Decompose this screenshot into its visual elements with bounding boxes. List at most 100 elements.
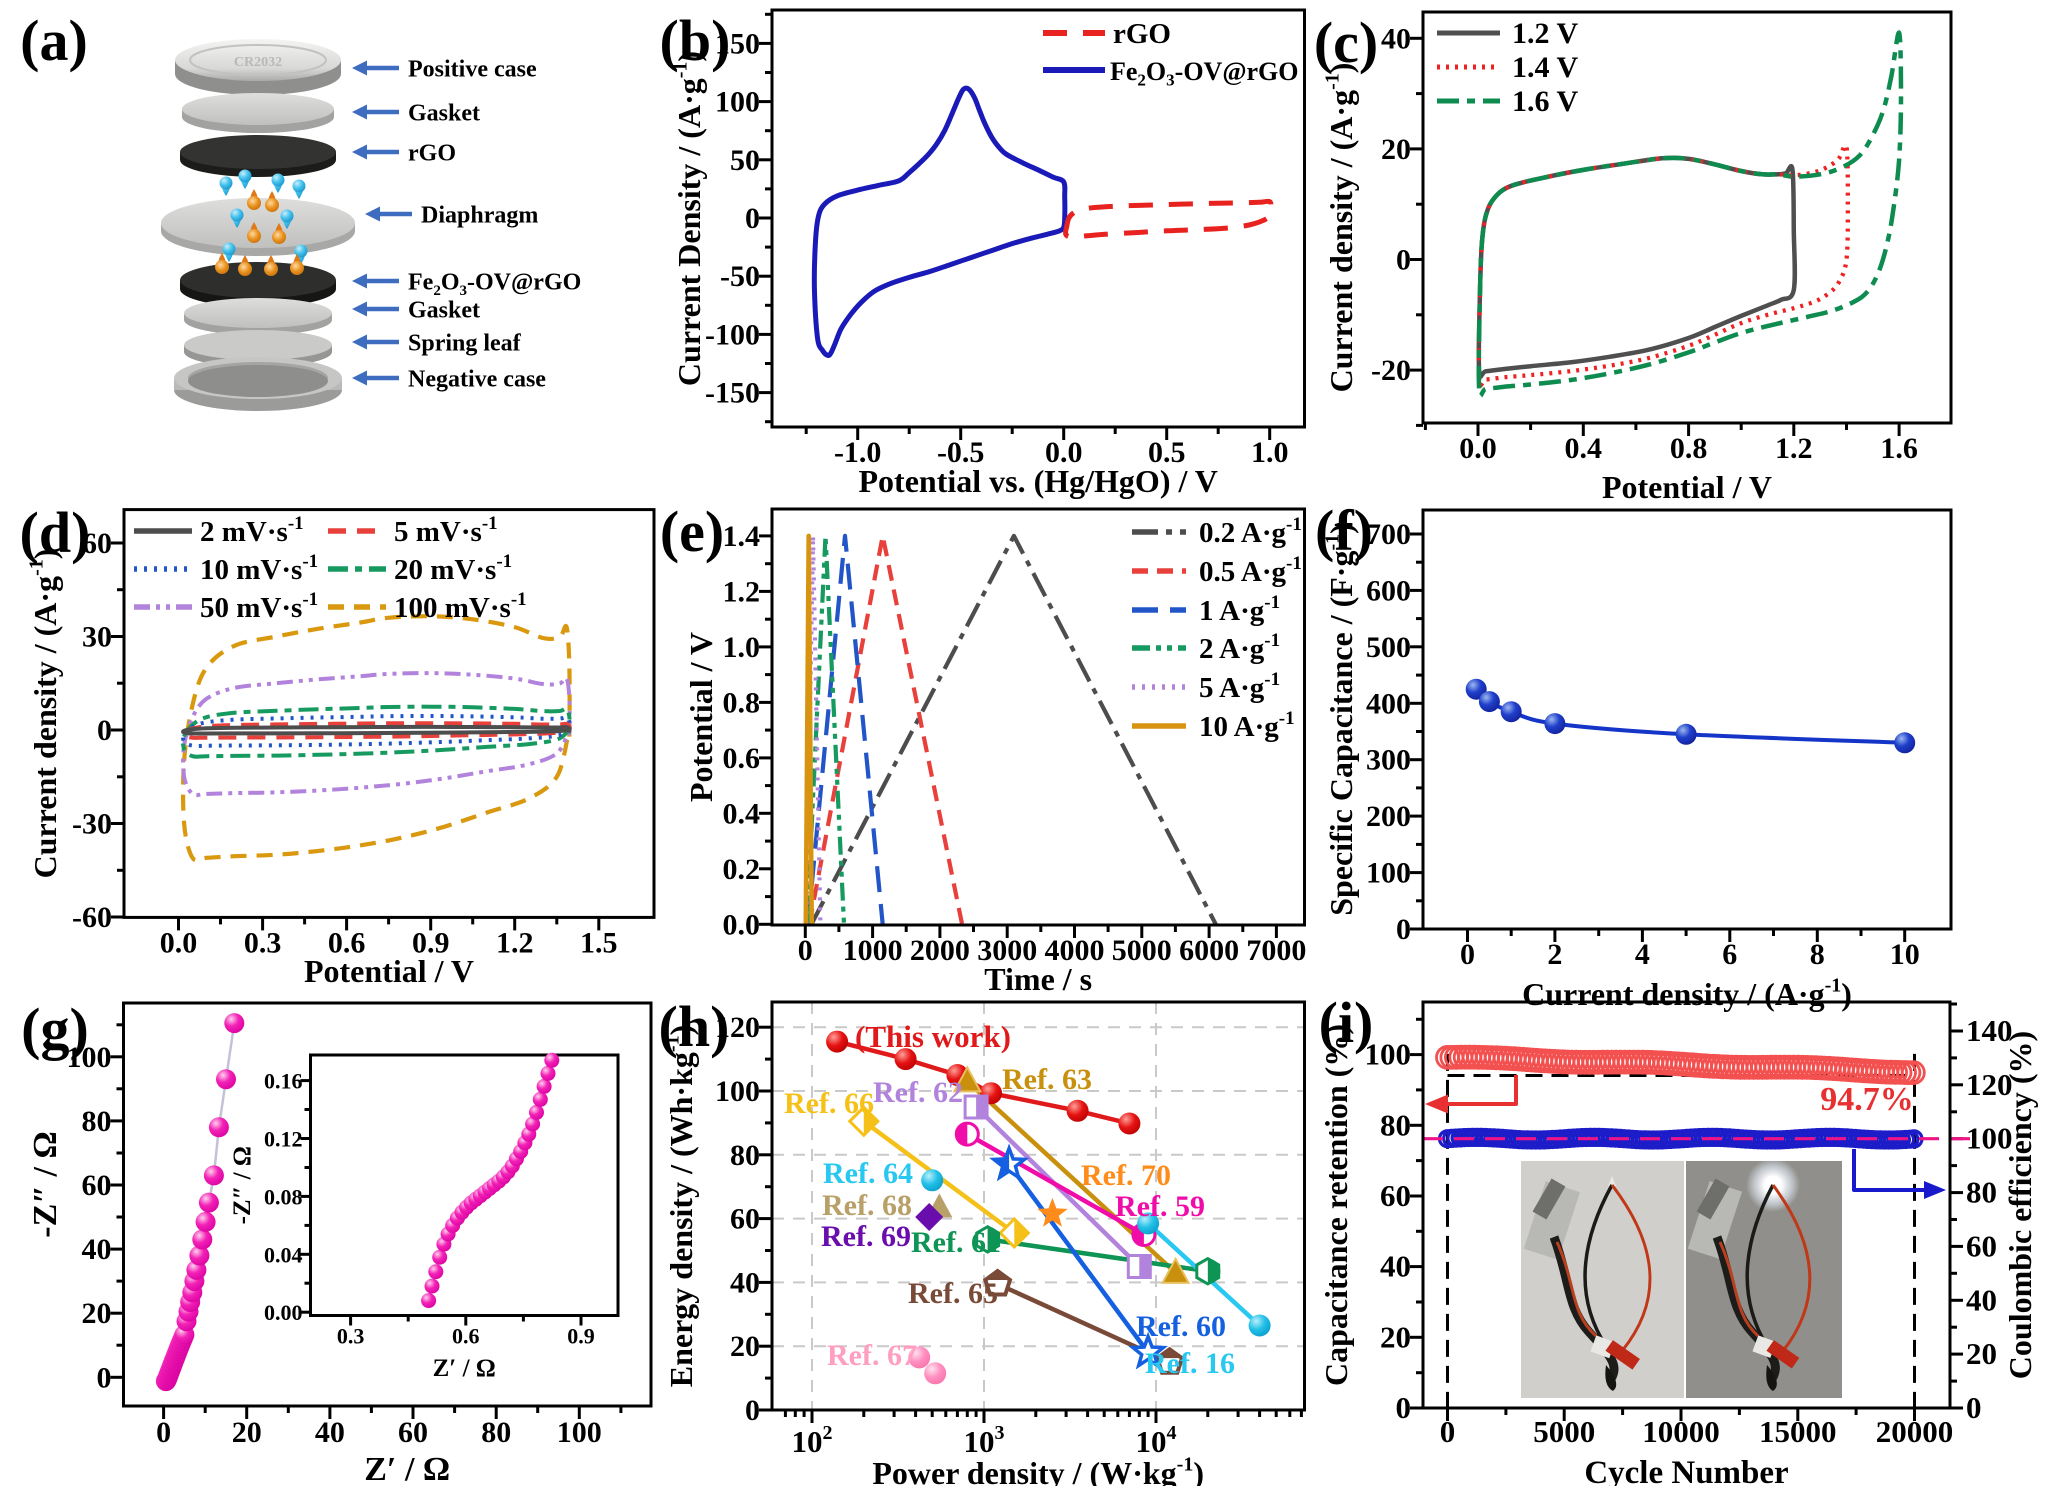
svg-text:Current density / (A·g-1): Current density / (A·g-1) (1322, 63, 1359, 393)
svg-text:300: 300 (1366, 744, 1411, 777)
svg-text:2: 2 (1547, 938, 1562, 971)
svg-text:40: 40 (1966, 1282, 1997, 1317)
svg-text:0.6: 0.6 (723, 742, 761, 775)
svg-text:Ref. 69: Ref. 69 (821, 1220, 911, 1253)
svg-text:0.3: 0.3 (244, 926, 282, 959)
svg-text:0.9: 0.9 (412, 926, 450, 959)
svg-text:40: 40 (730, 1266, 760, 1299)
svg-text:1.2: 1.2 (496, 926, 534, 959)
svg-text:7000: 7000 (1246, 934, 1306, 967)
svg-text:100: 100 (715, 1075, 760, 1108)
svg-text:6: 6 (1722, 938, 1737, 971)
svg-text:-150: -150 (705, 377, 760, 410)
svg-text:rGO: rGO (408, 141, 456, 167)
svg-text:80: 80 (730, 1139, 760, 1172)
svg-text:Ref. 62: Ref. 62 (873, 1076, 963, 1109)
svg-text:60: 60 (730, 1203, 760, 1236)
svg-text:Potential / V: Potential / V (304, 953, 474, 989)
svg-text:(This work): (This work) (855, 1019, 1011, 1054)
svg-text:80: 80 (1380, 1107, 1411, 1142)
svg-text:0.5 A·g-1: 0.5 A·g-1 (1199, 553, 1302, 588)
svg-text:5000: 5000 (1533, 1414, 1595, 1449)
svg-text:0: 0 (745, 1394, 760, 1427)
svg-text:Ref. 63: Ref. 63 (1002, 1063, 1092, 1096)
svg-text:500: 500 (1366, 631, 1411, 664)
svg-text:10: 10 (1890, 938, 1920, 971)
svg-text:0.0: 0.0 (1459, 432, 1497, 465)
svg-text:60: 60 (1966, 1228, 1997, 1263)
svg-text:Ref. 61: Ref. 61 (911, 1226, 1001, 1259)
svg-text:6000: 6000 (1179, 934, 1239, 967)
svg-text:Ref. 68: Ref. 68 (822, 1189, 912, 1222)
svg-text:Capacitance retention (%): Capacitance retention (%) (1318, 1024, 1354, 1386)
svg-text:3000: 3000 (977, 934, 1037, 967)
svg-text:0.04: 0.04 (264, 1242, 303, 1267)
svg-text:Power density / (W·kg-1): Power density / (W·kg-1) (872, 1454, 1204, 1486)
svg-text:0.4: 0.4 (1565, 432, 1603, 465)
svg-text:10 mV·s-1: 10 mV·s-1 (200, 551, 318, 586)
svg-text:Ref. 60: Ref. 60 (1136, 1310, 1226, 1343)
svg-text:0.00: 0.00 (264, 1300, 303, 1325)
svg-text:10000: 10000 (1642, 1414, 1720, 1449)
svg-text:Fe2O3-OV@rGO: Fe2O3-OV@rGO (1110, 57, 1299, 90)
svg-text:20: 20 (730, 1330, 760, 1363)
svg-text:700: 700 (1366, 518, 1411, 551)
svg-text:0.08: 0.08 (264, 1184, 303, 1209)
svg-text:15000: 15000 (1759, 1414, 1837, 1449)
svg-text:1.5: 1.5 (580, 926, 618, 959)
svg-text:60: 60 (82, 1169, 112, 1202)
svg-text:100 mV·s-1: 100 mV·s-1 (394, 589, 527, 624)
svg-text:0.6: 0.6 (452, 1324, 480, 1349)
svg-text:Ref. 16: Ref. 16 (1145, 1347, 1235, 1380)
svg-text:(f): (f) (1315, 498, 1373, 563)
svg-text:Potential / V: Potential / V (683, 632, 719, 802)
svg-text:0.2: 0.2 (723, 853, 761, 886)
svg-text:Current density / (A·g-1): Current density / (A·g-1) (26, 549, 63, 879)
svg-text:400: 400 (1366, 687, 1411, 720)
svg-text:(b): (b) (660, 8, 731, 73)
svg-text:Current Density / (A·g-1): Current Density / (A·g-1) (670, 51, 707, 386)
svg-text:2 A·g-1: 2 A·g-1 (1199, 630, 1280, 665)
svg-text:Ref. 65: Ref. 65 (908, 1277, 998, 1310)
svg-text:Ref. 59: Ref. 59 (1115, 1190, 1205, 1223)
svg-text:Diaphragm: Diaphragm (421, 203, 538, 229)
svg-text:60: 60 (1380, 1178, 1411, 1213)
svg-text:(i): (i) (1319, 990, 1374, 1055)
svg-text:5000: 5000 (1112, 934, 1172, 967)
svg-text:1.4 V: 1.4 V (1512, 51, 1578, 84)
svg-text:20: 20 (1380, 1319, 1411, 1354)
svg-text:20000: 20000 (1876, 1414, 1954, 1449)
svg-text:0.5: 0.5 (1148, 436, 1186, 469)
svg-text:0.6: 0.6 (328, 926, 366, 959)
svg-text:-20: -20 (1371, 354, 1411, 387)
svg-text:-60: -60 (72, 901, 112, 934)
svg-text:4: 4 (1635, 938, 1650, 971)
svg-text:0: 0 (97, 1361, 112, 1394)
svg-text:Current density / (A·g-1): Current density / (A·g-1) (1522, 975, 1852, 1012)
svg-text:Z′ / Ω: Z′ / Ω (364, 1451, 450, 1486)
svg-text:Specific Capacitance / (F·g-1): Specific Capacitance / (F·g-1) (1322, 523, 1359, 916)
svg-text:0: 0 (1440, 1414, 1456, 1449)
svg-text:0.0: 0.0 (723, 908, 761, 941)
svg-text:1000: 1000 (843, 934, 903, 967)
svg-text:0: 0 (1966, 1390, 1982, 1425)
svg-text:1.2: 1.2 (1775, 432, 1813, 465)
svg-text:rGO: rGO (1113, 18, 1171, 50)
svg-text:1.0: 1.0 (1251, 436, 1289, 469)
svg-text:-100: -100 (705, 318, 760, 351)
svg-text:20: 20 (232, 1416, 262, 1449)
svg-text:1.6: 1.6 (1880, 432, 1918, 465)
svg-text:Gasket: Gasket (408, 298, 480, 324)
svg-text:Ref. 67: Ref. 67 (827, 1339, 917, 1372)
svg-text:100: 100 (715, 86, 760, 119)
svg-text:0: 0 (1460, 938, 1475, 971)
svg-text:-0.5: -0.5 (937, 436, 985, 469)
svg-text:0: 0 (97, 714, 112, 747)
svg-text:Potential / V: Potential / V (1602, 469, 1772, 505)
svg-text:600: 600 (1366, 574, 1411, 607)
svg-text:Energy density / (Wh·kg-1): Energy density / (Wh·kg-1) (662, 1025, 699, 1387)
svg-text:50 mV·s-1: 50 mV·s-1 (200, 589, 318, 624)
svg-text:-30: -30 (72, 808, 112, 841)
svg-text:60: 60 (82, 527, 112, 560)
svg-text:20: 20 (1966, 1336, 1997, 1371)
